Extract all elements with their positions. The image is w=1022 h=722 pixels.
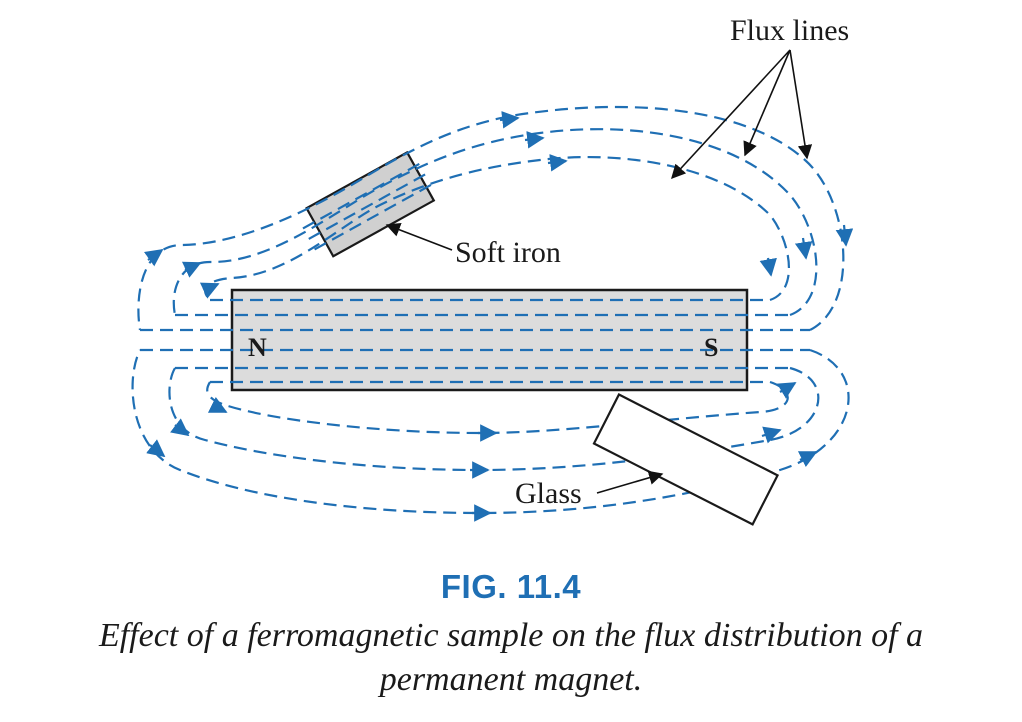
magnet-flux-diagram: N S Flux lines Soft iron Glass	[131, 14, 854, 526]
figure-number: FIG. 11.4	[440, 568, 582, 605]
flux-lines-label: Flux lines	[730, 14, 849, 47]
upper-flux-loops	[137, 105, 845, 331]
north-pole-label: N	[248, 333, 267, 362]
internal-flux-lines	[140, 298, 810, 384]
figure-caption: Effect of a ferromagnetic sample on the …	[98, 617, 924, 698]
permanent-magnet	[230, 288, 749, 392]
south-pole-label: S	[704, 333, 718, 362]
soft-iron-sample	[302, 150, 438, 258]
glass-leader	[596, 470, 664, 494]
flux-arrows	[143, 111, 854, 522]
glass-label: Glass	[515, 477, 582, 510]
lower-flux-loops	[131, 348, 850, 515]
soft-iron-label: Soft iron	[455, 236, 561, 269]
glass-sample	[592, 393, 780, 526]
soft-iron-leader	[385, 222, 453, 251]
flux-lines-leaders	[671, 49, 813, 180]
